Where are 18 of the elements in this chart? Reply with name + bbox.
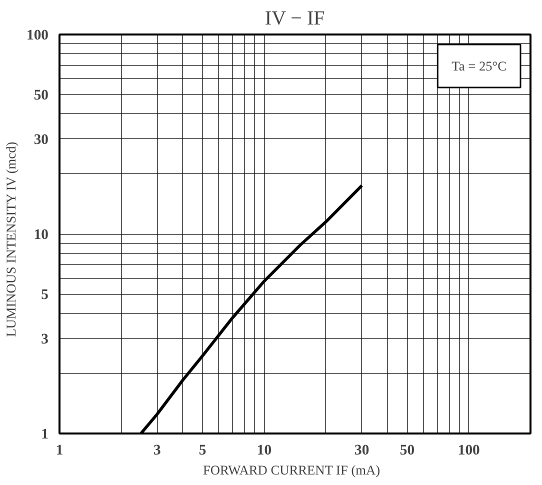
x-tick-label: 10 (256, 442, 272, 458)
x-tick-label: 5 (198, 442, 206, 458)
y-tick-label: 10 (34, 227, 48, 243)
x-tick-label: 100 (458, 442, 480, 458)
y-tick-label: 3 (41, 331, 48, 348)
x-axis-title: FORWARD CURRENT IF (mA) (202, 462, 380, 478)
chart-title: IV − IF (264, 8, 325, 30)
annotation: Ta = 25°C (452, 58, 507, 74)
x-tick-label: 30 (354, 442, 370, 458)
x-tick-label: 1 (56, 442, 64, 458)
y-tick-label: 1 (41, 426, 48, 442)
x-tick-label: 50 (400, 442, 415, 458)
y-tick-label: 30 (34, 132, 48, 148)
y-axis-title: LUMINOUS INTENSITY IV (mcd) (4, 142, 19, 337)
y-tick-label: 5 (41, 287, 48, 304)
x-tick-label: 3 (154, 442, 161, 458)
y-tick-label: 50 (34, 88, 48, 104)
y-tick-label: 100 (26, 28, 48, 44)
